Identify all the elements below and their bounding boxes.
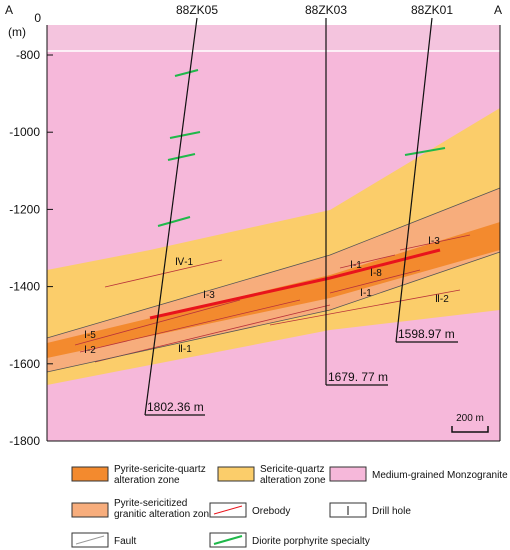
legend-swatch bbox=[71, 502, 109, 518]
legend-label: Fault bbox=[114, 536, 136, 547]
legend-swatch bbox=[329, 466, 367, 482]
scale-label: 200 m bbox=[456, 413, 484, 424]
faults bbox=[46, 187, 501, 373]
main-orebody bbox=[149, 248, 441, 320]
drill-name: 88ZK03 bbox=[305, 3, 347, 17]
scale-bar bbox=[451, 426, 489, 433]
drill-name: 88ZK05 bbox=[176, 3, 218, 17]
orebody-label: Ⅰ-3 bbox=[203, 290, 215, 301]
y-tick-label: -800 bbox=[16, 48, 40, 62]
diorite-dykes bbox=[157, 69, 446, 227]
section-end: A bbox=[5, 3, 13, 17]
legend-swatch bbox=[75, 535, 105, 545]
orebody-label: Ⅰ-8 bbox=[370, 268, 382, 279]
orebody-label: Ⅰ-1 bbox=[360, 288, 372, 299]
drill-depth: 1679. 77 m bbox=[328, 370, 388, 384]
drill-depth: 1802.36 m bbox=[147, 400, 204, 414]
orebody-label: Ⅰ-5 bbox=[84, 330, 96, 341]
y-tick-label: -1600 bbox=[9, 357, 40, 371]
legend-label: Pyrite-sericitized granitic alteration zo… bbox=[114, 498, 215, 520]
axis-top: 0 bbox=[34, 11, 41, 25]
legend-label: Sericite-quartz alteration zone bbox=[260, 464, 326, 486]
y-tick-label: -1400 bbox=[9, 280, 40, 294]
legend-label: Orebody bbox=[252, 506, 290, 517]
axis-break-zone bbox=[47, 25, 500, 51]
y-tick-label: -1000 bbox=[9, 125, 40, 139]
legend-label: Diorite porphyrite specialty bbox=[252, 536, 370, 547]
orebody-label: Ⅳ-1 bbox=[175, 257, 194, 268]
legend-label: Medium-grained Monzogranite bbox=[372, 470, 508, 481]
y-tick-label: -1200 bbox=[9, 202, 40, 216]
orebody-label: Ⅱ-1 bbox=[178, 344, 192, 355]
legend-swatch bbox=[71, 466, 109, 482]
drill-name: 88ZK01 bbox=[411, 3, 453, 17]
orebody-label: Ⅰ-1 bbox=[350, 260, 362, 271]
section-end: A bbox=[494, 3, 502, 17]
axis-unit: (m) bbox=[8, 25, 26, 39]
orebody-label: Ⅱ-2 bbox=[435, 294, 449, 305]
y-tick-label: -1800 bbox=[9, 434, 40, 448]
legend-swatch bbox=[217, 466, 255, 482]
legend-label: Pyrite-sericite-quartz alteration zone bbox=[114, 464, 206, 486]
orebody-label: Ⅰ-3 bbox=[428, 236, 440, 247]
legend-swatch bbox=[213, 535, 243, 545]
drill-depth: 1598.97 m bbox=[398, 327, 455, 341]
legend-swatch bbox=[213, 505, 243, 515]
orebody-label: Ⅰ-2 bbox=[84, 345, 96, 356]
legend-label: Drill hole bbox=[372, 506, 411, 517]
drill-holes bbox=[144, 17, 458, 416]
